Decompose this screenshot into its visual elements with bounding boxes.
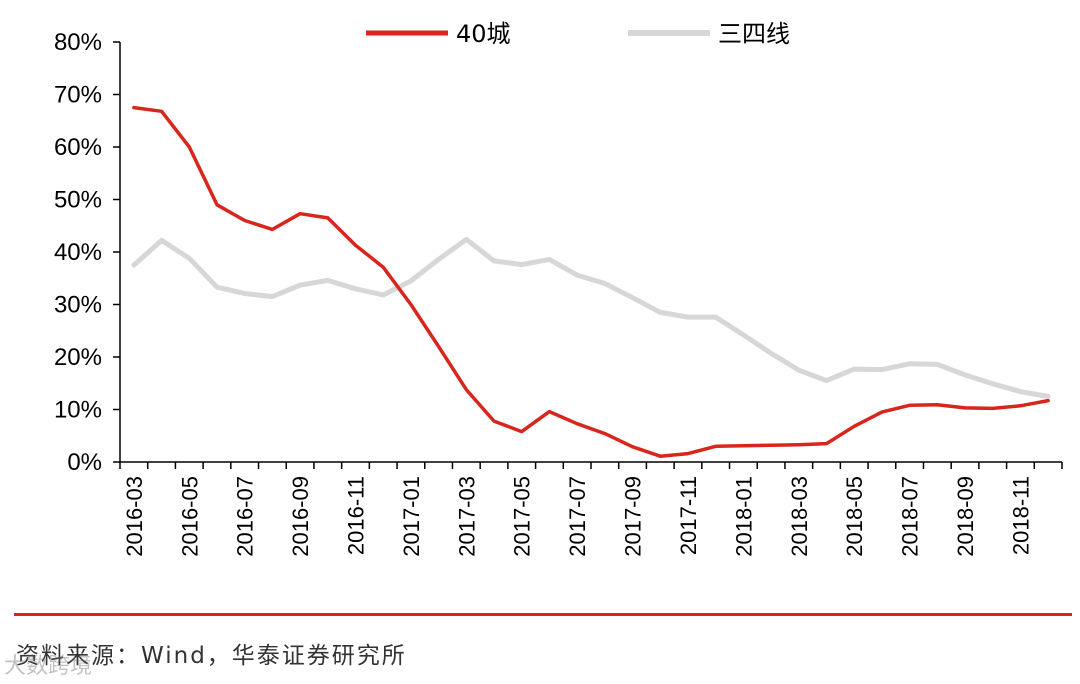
footer-rule	[14, 613, 1072, 616]
x-tick-label: 2018-11	[1008, 476, 1033, 555]
x-tick-label: 2017-03	[454, 476, 479, 557]
x-tick-label: 2018-01	[731, 476, 756, 557]
series-line-tier34	[131, 236, 1051, 399]
y-tick-label: 80%	[54, 29, 102, 56]
y-tick-label: 0%	[67, 449, 102, 476]
x-tick-labels: 2016-03 2016-05 2016-07 2016-09 2016-11 2017-…	[122, 476, 1034, 557]
y-tick-label: 70%	[54, 82, 102, 109]
y-tick-label: 60%	[54, 134, 102, 161]
x-tick-label: 2017-01	[399, 476, 424, 557]
axes	[113, 41, 1063, 469]
x-tick-label: 2018-03	[787, 476, 812, 557]
x-tick-label: 2016-05	[177, 476, 202, 557]
x-tick-label: 2016-11	[344, 476, 369, 555]
x-tick-label: 2016-09	[288, 476, 313, 557]
legend-label-tier34: 三四线	[718, 20, 790, 48]
x-tick-label: 2016-03	[122, 476, 147, 557]
y-tick-labels: 0% 10% 20% 30% 40% 50% 60% 70% 80%	[54, 29, 102, 476]
x-tick-label: 2017-09	[621, 476, 646, 557]
x-tick-label: 2016-07	[233, 476, 258, 557]
x-tick-label: 2017-07	[565, 476, 590, 557]
x-tick-label: 2018-07	[898, 476, 923, 557]
x-tick-label: 2018-05	[842, 476, 867, 557]
series-line-40-cities	[132, 105, 1050, 458]
line-chart: 40城 三四线 0% 10% 20% 30% 40% 50% 60% 70% 80% 2016-…	[54, 20, 1063, 557]
x-tick-label: 2017-05	[510, 476, 535, 557]
y-tick-label: 20%	[54, 344, 102, 371]
legend-label-40-cities: 40城	[456, 20, 511, 48]
series-lines	[131, 105, 1051, 458]
watermark: 大数跨境	[4, 654, 93, 679]
y-tick-label: 30%	[54, 292, 102, 319]
x-tick-label: 2018-09	[953, 476, 978, 557]
x-tick-label: 2017-11	[676, 476, 701, 555]
y-tick-label: 40%	[54, 239, 102, 266]
y-tick-label: 50%	[54, 187, 102, 214]
source-note: 资料来源：Wind，华泰证券研究所	[16, 643, 407, 669]
y-tick-label: 10%	[54, 397, 102, 424]
legend: 40城 三四线	[366, 20, 790, 48]
